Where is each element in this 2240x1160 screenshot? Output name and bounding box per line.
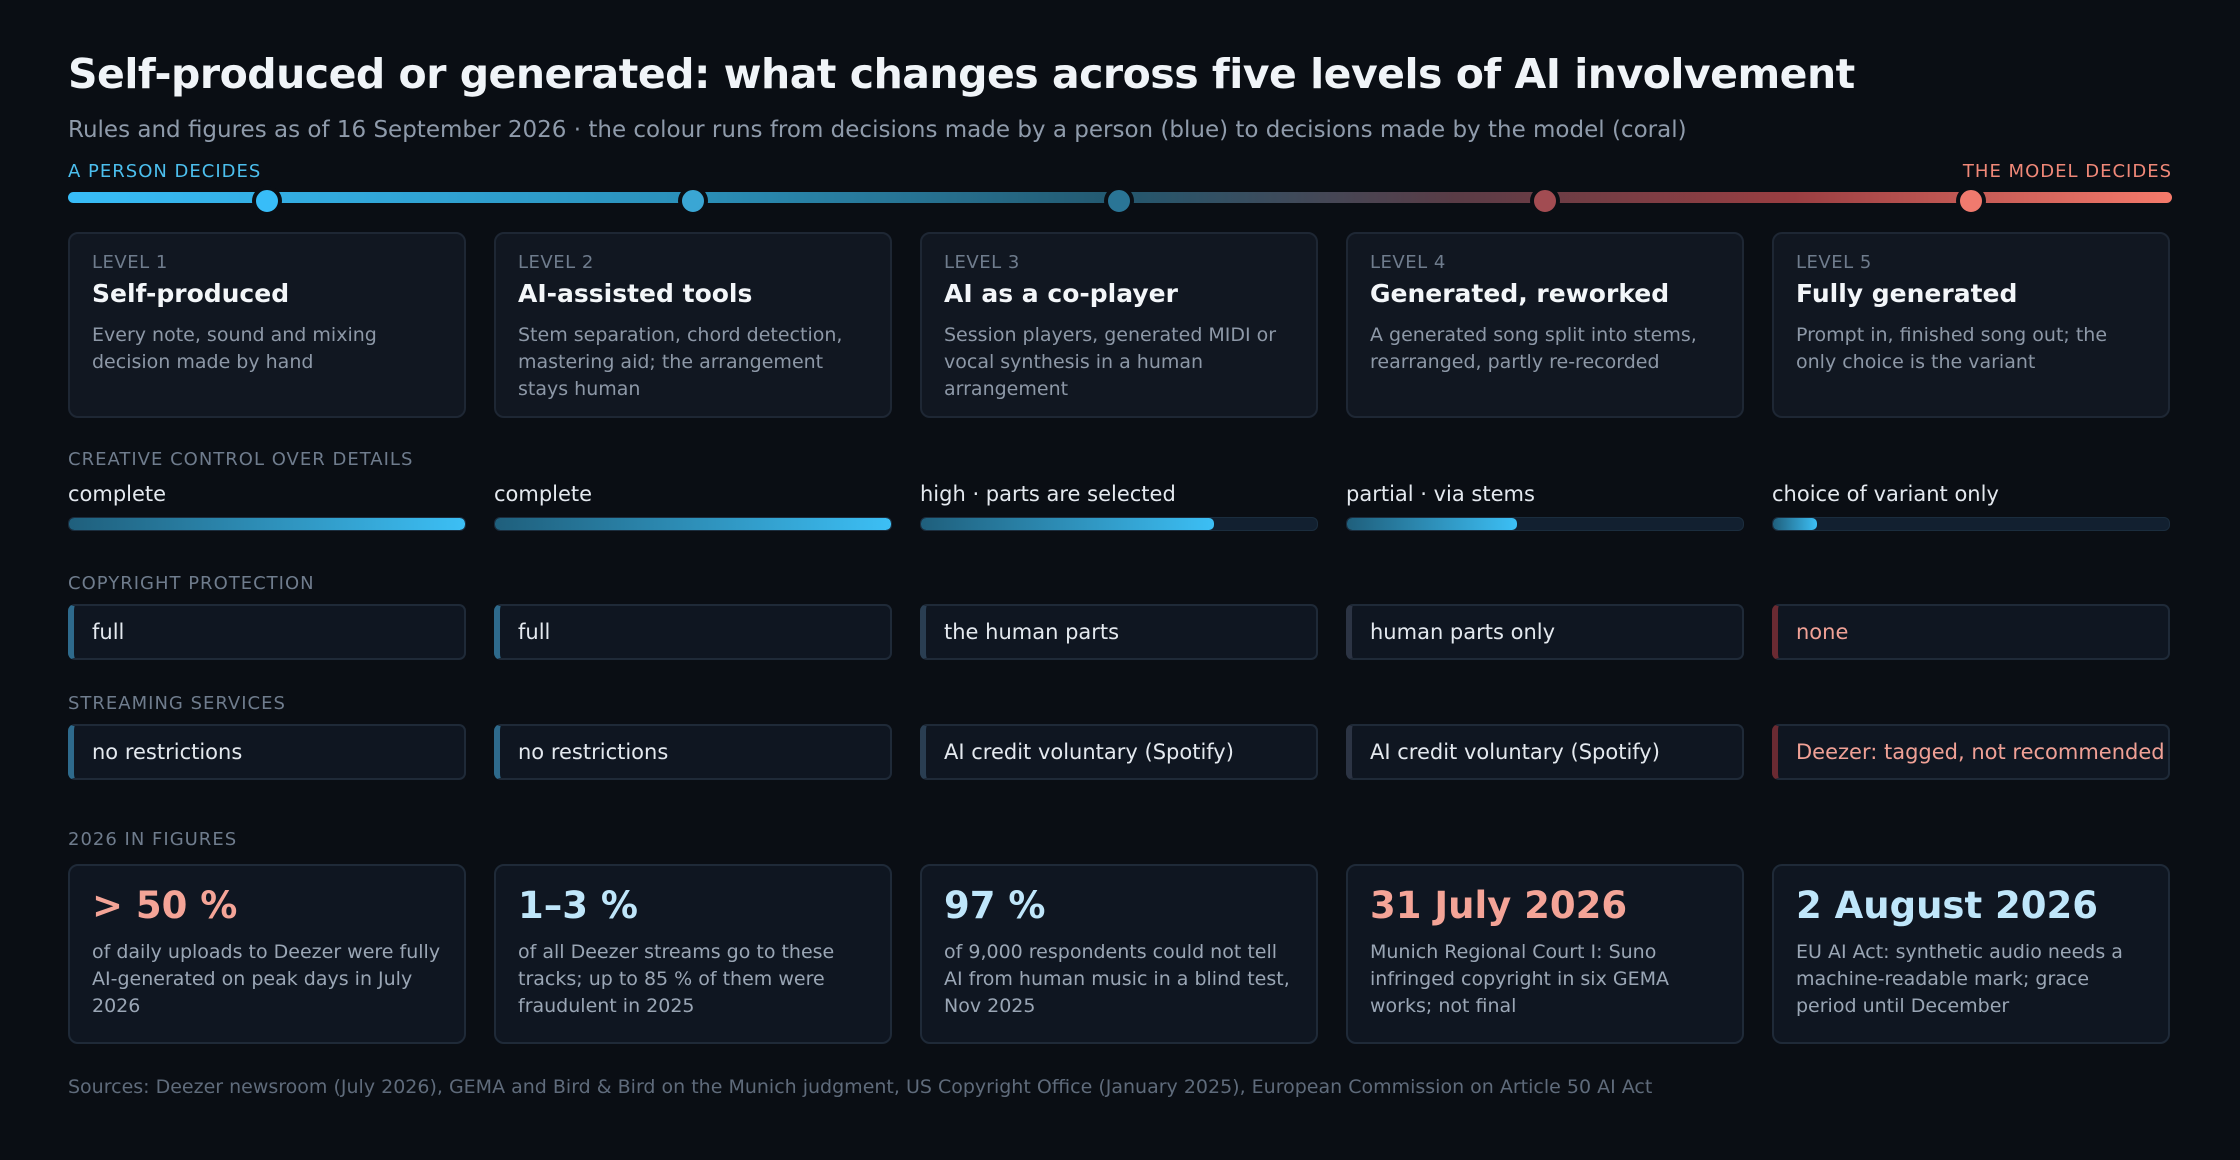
control-bar-fill [1347,518,1518,530]
level-number: LEVEL 1 [92,252,168,273]
figure-card-4: 31 July 2026 Munich Regional Court I: Sun… [1346,864,1744,1044]
control-bar-level-2 [494,517,892,531]
level-card-3: LEVEL 3 AI as a co-player Session players,… [920,232,1318,418]
level-name: Fully generated [1796,279,2018,308]
figure-card-1: > 50 % of daily uploads to Deezer were fu… [68,864,466,1044]
control-label-level-1: complete [68,482,167,506]
level-card-1: LEVEL 1 Self-produced Every note, sound an… [68,232,466,418]
control-label-level-2: complete [494,482,593,506]
figure-description: EU AI Act: synthetic audio needs a machi… [1796,941,2123,1017]
page-subtitle: Rules and figures as of 16 September 202… [68,117,1687,143]
scale-marker-level-2 [678,186,708,216]
level-name: Self-produced [92,279,290,308]
level-number: LEVEL 2 [518,252,594,273]
level-name: AI-assisted tools [518,279,753,308]
control-bar-level-3 [920,517,1318,531]
control-label-level-5: choice of variant only [1772,482,1999,506]
level-number: LEVEL 4 [1370,252,1446,273]
control-bar-level-1 [68,517,466,531]
figure-value: 97 % [944,884,1046,927]
scale-marker-level-1 [252,186,282,216]
copyright-box-level-1: full [68,604,466,660]
streaming-box-level-1: no restrictions [68,724,466,780]
copyright-box-level-4: human parts only [1346,604,1744,660]
figure-card-5: 2 August 2026 EU AI Act: synthetic audio … [1772,864,2170,1044]
figure-description: of 9,000 respondents could not tell AI f… [944,941,1290,1017]
scale-marker-level-3 [1104,186,1134,216]
scale-right-label: THE MODEL DECIDES [1962,161,2172,182]
level-card-4: LEVEL 4 Generated, reworked A generated so… [1346,232,1744,418]
copyright-box-level-2: full [494,604,892,660]
level-number: LEVEL 5 [1796,252,1872,273]
level-number: LEVEL 3 [944,252,1020,273]
level-description: Every note, sound and mixing decision ma… [92,324,377,373]
streaming-section-label: STREAMING SERVICES [68,693,286,714]
control-section-label: CREATIVE CONTROL OVER DETAILS [68,449,414,470]
figure-description: of daily uploads to Deezer were fully AI… [92,941,441,1017]
streaming-box-level-3: AI credit voluntary (Spotify) [920,724,1318,780]
figure-card-3: 97 % of 9,000 respondents could not tell … [920,864,1318,1044]
level-description: Stem separation, chord detection, master… [518,324,843,400]
level-description: Session players, generated MIDI or vocal… [944,324,1277,400]
copyright-box-level-3: the human parts [920,604,1318,660]
figure-card-2: 1–3 % of all Deezer streams go to these t… [494,864,892,1044]
figures-section-label: 2026 IN FIGURES [68,829,238,850]
figure-description: Munich Regional Court I: Suno infringed … [1370,941,1669,1017]
level-card-2: LEVEL 2 AI-assisted tools Stem separation,… [494,232,892,418]
figure-value: > 50 % [92,884,238,927]
figure-value: 1–3 % [518,884,638,927]
scale-marker-level-5 [1956,186,1986,216]
control-bar-fill [495,518,891,530]
level-description: A generated song split into stems, rearr… [1370,324,1697,373]
figure-value: 2 August 2026 [1796,884,2098,927]
figure-description: of all Deezer streams go to these tracks… [518,941,835,1017]
streaming-box-level-2: no restrictions [494,724,892,780]
figure-value: 31 July 2026 [1370,884,1628,927]
control-bar-level-5 [1772,517,2170,531]
level-name: Generated, reworked [1370,279,1670,308]
control-bar-fill [921,518,1215,530]
copyright-section-label: COPYRIGHT PROTECTION [68,573,315,594]
level-card-5: LEVEL 5 Fully generated Prompt in, finishe… [1772,232,2170,418]
level-description: Prompt in, finished song out; the only c… [1796,324,2108,373]
control-bar-level-4 [1346,517,1744,531]
control-bar-fill [69,518,465,530]
level-name: AI as a co-player [944,279,1178,308]
control-label-level-4: partial · via stems [1346,482,1535,506]
control-bar-fill [1773,518,1817,530]
streaming-box-level-5: Deezer: tagged, not recommended [1772,724,2170,780]
streaming-box-level-4: AI credit voluntary (Spotify) [1346,724,1744,780]
copyright-box-level-5: none [1772,604,2170,660]
page-title: Self-produced or generated: what changes… [68,50,1855,98]
sources-note: Sources: Deezer newsroom (July 2026), GE… [68,1076,1653,1098]
control-label-level-3: high · parts are selected [920,482,1176,506]
scale-marker-level-4 [1530,186,1560,216]
scale-left-label: A PERSON DECIDES [68,161,262,182]
